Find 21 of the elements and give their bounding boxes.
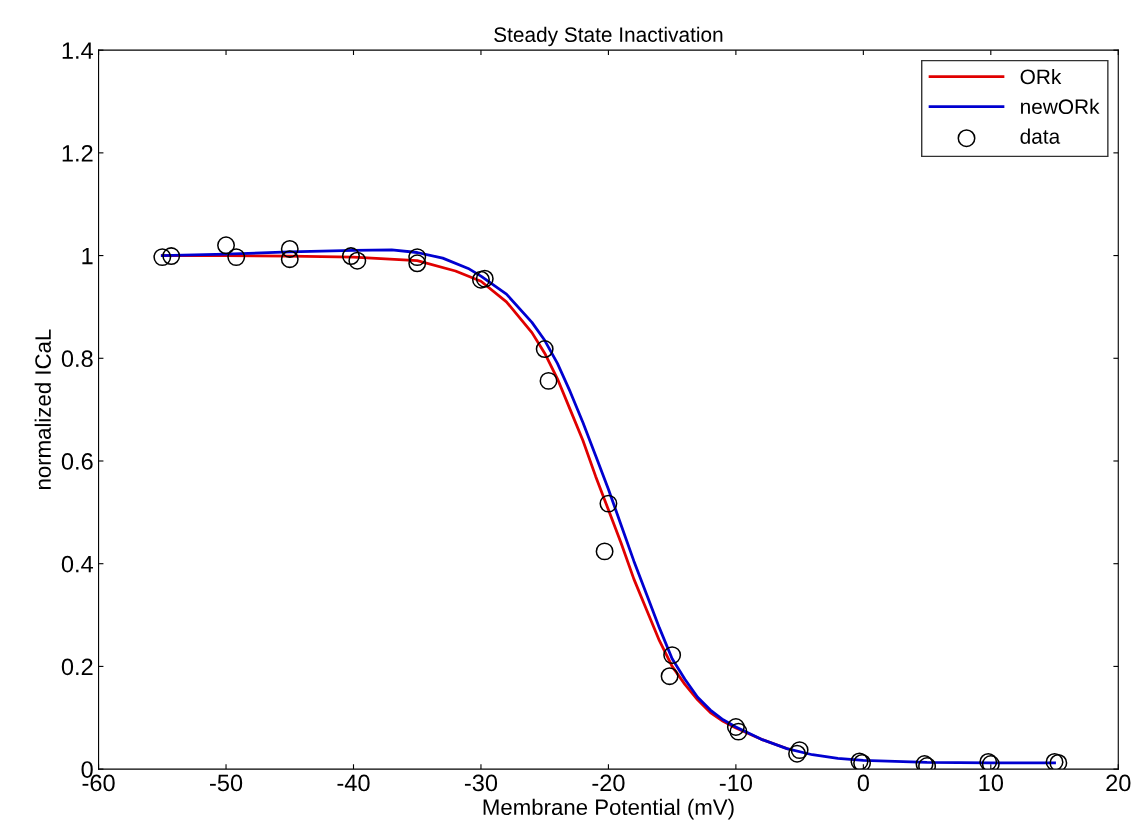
x-tick-label: 0 [857,774,869,792]
x-tick-label: -50 [210,774,243,792]
y-tick-label: 0.8 [61,350,93,368]
chart-title: Steady State Inactivation [494,26,723,47]
x-tick-label: -40 [337,774,370,792]
y-tick-label: 0.4 [61,555,94,573]
x-tick-label: -30 [464,774,498,792]
x-tick-label: 20 [1106,774,1131,792]
x-tick-label: -10 [719,774,753,792]
x-axis-title: Membrane Potential (mV) [483,798,734,820]
y-tick-label: 1.4 [62,42,94,59]
legend-label: newORk [1021,98,1100,115]
y-tick-label: 0.2 [61,658,93,676]
y-tick-label: 1.2 [62,144,93,162]
y-tick-label: 0.6 [61,453,93,470]
y-tick-label: 1 [82,247,93,265]
x-tick-label: 10 [979,774,1004,792]
legend-label: ORk [1020,68,1062,85]
y-axis-title: normalized ICaL [34,329,51,490]
x-tick-label: -20 [592,774,625,792]
legend-label: data [1020,128,1061,144]
